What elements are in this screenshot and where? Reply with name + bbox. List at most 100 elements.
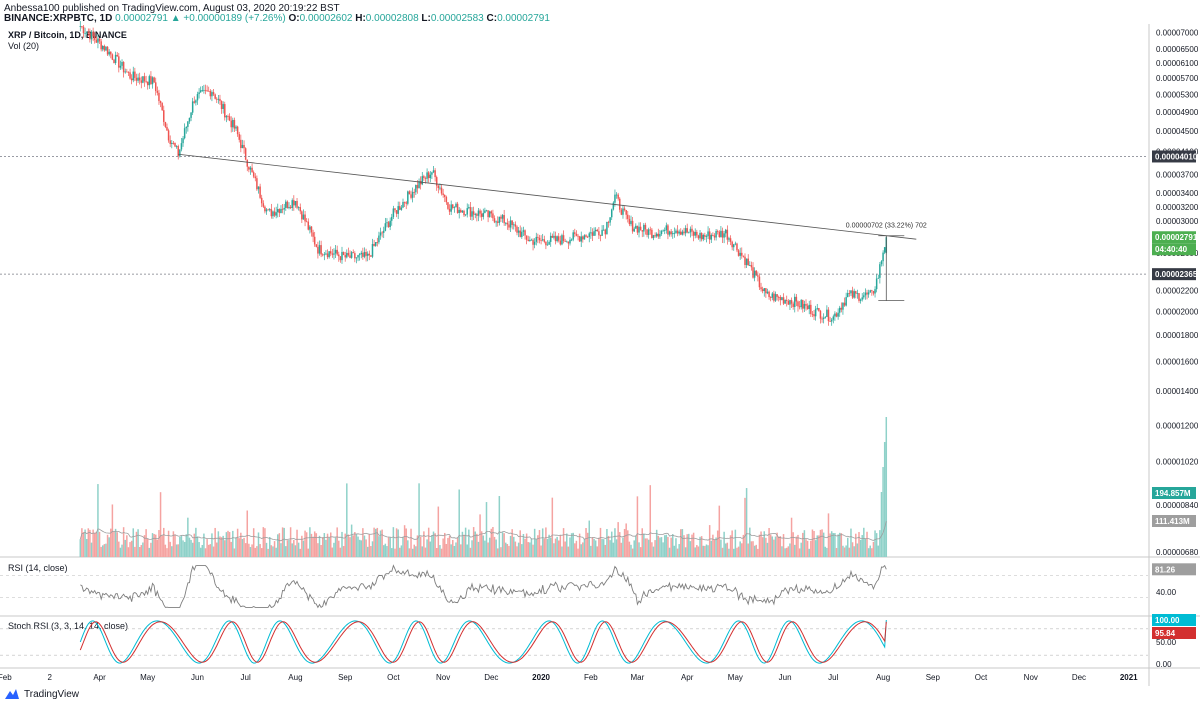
candles	[79, 21, 888, 326]
candle-body	[305, 221, 308, 223]
volume-bar	[842, 545, 844, 557]
candle-body	[619, 198, 621, 210]
candle-body	[204, 89, 207, 91]
volume-bar	[190, 539, 192, 557]
volume-bar	[347, 534, 350, 557]
volume-bar	[696, 545, 698, 557]
candle-body	[179, 149, 181, 157]
candle-body	[866, 292, 868, 295]
volume-bar	[328, 537, 330, 557]
volume-bar	[871, 548, 873, 557]
candle-body	[691, 228, 693, 232]
volume-bar	[821, 529, 823, 557]
volume-bar	[179, 536, 181, 557]
candle-body	[452, 204, 454, 208]
candle-body	[875, 278, 878, 290]
candle-body	[768, 291, 770, 298]
candle-body	[615, 194, 618, 196]
candle-body	[193, 101, 196, 103]
candle-body	[681, 231, 684, 235]
volume-bar	[342, 546, 345, 557]
candle-body	[763, 288, 766, 292]
volume-bar	[455, 542, 457, 557]
volume-bar	[315, 533, 318, 557]
volume-ma-badge: 111.413M	[1155, 517, 1190, 526]
candle-body	[395, 210, 398, 214]
candle-body	[403, 201, 406, 203]
candle-body	[260, 197, 263, 204]
volume-bar	[538, 530, 541, 557]
volume-bar	[838, 532, 841, 557]
candle-body	[683, 231, 685, 234]
volume-bar	[771, 536, 774, 557]
time-tick-label: Dec	[484, 673, 498, 682]
candle-body	[562, 235, 565, 241]
candle-body	[480, 213, 483, 217]
volume-bar	[378, 536, 380, 557]
candle-body	[130, 78, 133, 81]
volume-bar	[222, 535, 224, 557]
volume-bar	[126, 535, 128, 557]
candle-body	[424, 177, 427, 179]
volume-bar	[392, 527, 395, 557]
rsi-pane	[0, 564, 1148, 609]
volume-bar	[105, 543, 107, 557]
candle-body	[744, 256, 746, 265]
price-tick-label: 0.00002000	[1156, 308, 1199, 317]
candle-body	[842, 302, 844, 310]
candle-body	[82, 26, 85, 34]
candle-body	[227, 116, 229, 117]
volume-bar	[594, 540, 597, 557]
candle-body	[275, 212, 277, 216]
volume-bar	[330, 532, 332, 557]
volume-bar	[880, 492, 883, 557]
candle-body	[758, 276, 761, 288]
candle-body	[294, 200, 297, 206]
candle-body	[670, 231, 672, 235]
price-tick-label: 0.00000680	[1156, 548, 1199, 557]
volume-bar	[313, 531, 316, 557]
volume-bar	[814, 540, 817, 557]
volume-bar	[675, 538, 677, 557]
candle-body	[643, 224, 645, 232]
volume-bar	[757, 548, 759, 557]
candle-body	[851, 290, 854, 298]
volume-bar	[257, 532, 260, 557]
candle-body	[435, 177, 438, 186]
candle-body	[201, 90, 204, 91]
candle-body	[570, 239, 573, 241]
volume-bar	[641, 528, 643, 557]
volume-bar	[765, 537, 767, 557]
candle-body	[159, 101, 162, 104]
drawings[interactable]: 0.00000702 (33.22%) 702	[0, 153, 1148, 302]
candle-body	[843, 302, 846, 306]
volume-bar	[466, 544, 468, 557]
volume-bar	[419, 536, 422, 557]
volume-bar	[837, 534, 839, 557]
candle-body	[859, 299, 862, 301]
resistance-badge-bg	[1152, 150, 1196, 163]
volume-bar	[517, 542, 520, 557]
volume-bar	[400, 545, 403, 557]
candle-body	[320, 245, 322, 255]
candle-body	[198, 92, 200, 95]
candle-body	[721, 230, 724, 238]
candle-body	[668, 231, 671, 235]
volume-bar	[252, 528, 255, 557]
candle-body	[832, 316, 835, 320]
volume-bar	[541, 528, 544, 557]
last-price-badge-bg	[1152, 231, 1196, 244]
candle-body	[102, 45, 104, 50]
volume-bar	[320, 544, 322, 557]
volume-bar	[607, 535, 610, 557]
volume-bar	[469, 547, 472, 557]
volume-bar	[493, 536, 496, 557]
candle-body	[556, 236, 558, 242]
volume-bar	[384, 543, 387, 557]
candle-body	[350, 252, 353, 258]
candle-body	[538, 237, 541, 241]
candle-body	[485, 210, 488, 212]
candle-body	[273, 211, 276, 216]
volume-bar	[623, 528, 626, 557]
